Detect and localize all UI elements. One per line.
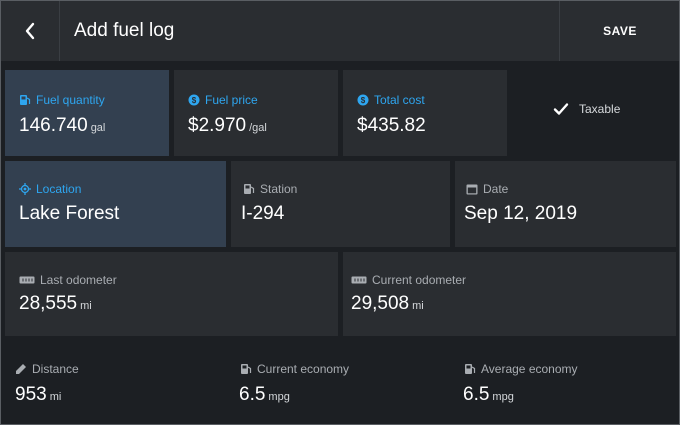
fuel-quantity-unit: gal <box>90 122 106 134</box>
save-button[interactable]: SAVE <box>559 1 680 61</box>
fuel-pump-icon <box>465 364 476 374</box>
ruler-icon <box>16 364 26 374</box>
back-button[interactable] <box>1 1 60 61</box>
dollar-icon: $ <box>357 94 369 106</box>
average-economy-stat: Average economy 6.5 mpg <box>453 341 679 424</box>
svg-text:$: $ <box>192 96 197 105</box>
current-economy-value: 6.5 <box>239 384 266 405</box>
date-value: Sep 12, 2019 <box>464 203 578 224</box>
current-odometer-field[interactable]: Current odometer 29,508 mi <box>343 252 676 336</box>
current-odometer-value: 29,508 <box>351 293 410 314</box>
location-value: Lake Forest <box>19 203 120 224</box>
current-economy-label: Current economy <box>257 362 350 376</box>
current-economy-unit: mpg <box>268 391 290 403</box>
station-value: I-294 <box>241 203 285 224</box>
distance-unit: mi <box>49 391 62 403</box>
current-odometer-unit: mi <box>412 300 424 312</box>
last-odometer-label: Last odometer <box>40 273 117 287</box>
checkmark-icon <box>553 103 569 115</box>
average-economy-unit: mpg <box>492 391 514 403</box>
total-cost-field[interactable]: $ Total cost $435.82 <box>343 70 507 156</box>
fuel-price-value: $2.970 <box>188 115 247 136</box>
last-odometer-field[interactable]: Last odometer 28,555 mi <box>5 252 338 336</box>
fuel-pump-icon <box>241 364 252 374</box>
chevron-left-icon <box>25 22 35 40</box>
distance-label: Distance <box>32 362 79 376</box>
dollar-icon: $ <box>188 94 200 106</box>
total-cost-label: Total cost <box>374 93 425 107</box>
date-field[interactable]: Date Sep 12, 2019 <box>455 161 676 247</box>
current-odometer-label: Current odometer <box>372 273 467 287</box>
fuel-quantity-field[interactable]: Fuel quantity 146.740 gal <box>5 70 169 156</box>
last-odometer-value: 28,555 <box>19 293 78 314</box>
fuel-quantity-label: Fuel quantity <box>36 93 105 107</box>
calendar-icon <box>466 184 478 195</box>
fuel-price-label: Fuel price <box>205 93 258 107</box>
fuel-price-unit: /gal <box>249 122 267 134</box>
last-odometer-unit: mi <box>80 300 92 312</box>
average-economy-value: 6.5 <box>463 384 490 405</box>
total-cost-value: $435.82 <box>357 115 426 136</box>
page-title: Add fuel log <box>74 20 175 41</box>
fuel-pump-icon <box>20 95 31 105</box>
station-label: Station <box>260 182 298 196</box>
odometer-icon <box>19 276 35 284</box>
fuel-pump-icon <box>244 184 255 194</box>
distance-value: 953 <box>15 384 47 405</box>
location-field[interactable]: Location Lake Forest <box>5 161 226 247</box>
average-economy-label: Average economy <box>481 362 578 376</box>
taxable-label: Taxable <box>579 102 621 116</box>
station-field[interactable]: Station I-294 <box>231 161 450 247</box>
fuel-quantity-value: 146.740 <box>19 115 88 136</box>
app-header: Add fuel log SAVE <box>1 1 679 61</box>
distance-stat: Distance 953 mi <box>1 341 227 424</box>
location-crosshair-icon <box>19 183 31 195</box>
location-label: Location <box>36 182 82 196</box>
odometer-icon <box>351 276 367 284</box>
date-label: Date <box>483 182 509 196</box>
current-economy-stat: Current economy 6.5 mpg <box>227 341 453 424</box>
svg-text:$: $ <box>361 96 366 105</box>
fuel-price-field[interactable]: $ Fuel price $2.970/gal <box>174 70 338 156</box>
taxable-checkbox[interactable]: Taxable <box>553 102 620 116</box>
